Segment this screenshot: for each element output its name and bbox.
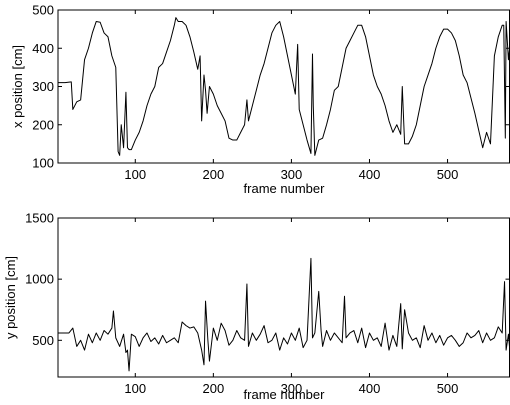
x-tick-label: 400 — [359, 167, 381, 182]
x-tick-label: 400 — [359, 381, 381, 396]
x-tick-label: 300 — [281, 381, 303, 396]
x-tick-label: 500 — [437, 167, 459, 182]
x-tick-label: 200 — [202, 381, 224, 396]
x-tick-label: 200 — [202, 167, 224, 182]
y-tick-label: 200 — [32, 117, 54, 132]
y-tick-label: 500 — [32, 333, 54, 348]
x-position-chart: 100 200 300 400 500 100 200 300 400 500 frame numb… — [10, 3, 510, 196]
x-tick-label: 100 — [124, 167, 146, 182]
y-tick-label: 500 — [32, 3, 54, 18]
y-tick-label: 100 — [32, 156, 54, 171]
plot-area — [57, 217, 510, 378]
x-tick-label: 100 — [124, 381, 146, 396]
x-tick-label: 500 — [437, 381, 459, 396]
y-tick-label: 1000 — [25, 272, 54, 287]
x-tick-label: 300 — [281, 167, 303, 182]
x-axis-label: frame number — [244, 181, 326, 196]
x-axis-label: frame number — [244, 387, 326, 402]
y-axis-label: y position [cm] — [3, 256, 18, 339]
series-line — [58, 17, 510, 156]
y-tick-label: 400 — [32, 41, 54, 56]
series-line — [58, 257, 510, 372]
y-tick-label: 300 — [32, 79, 54, 94]
y-position-chart: 100 200 300 400 500 500 1000 1500 frame number y … — [3, 211, 510, 402]
y-tick-label: 1500 — [25, 211, 54, 226]
y-axis-label: x position [cm] — [10, 45, 25, 128]
